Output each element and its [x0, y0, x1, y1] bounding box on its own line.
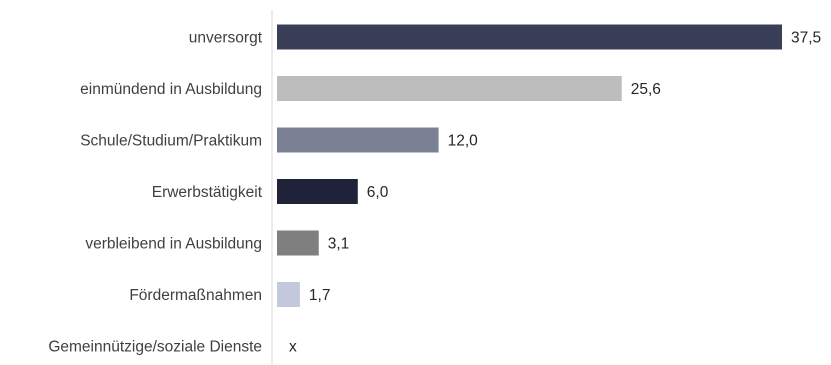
category-label-einmuendend-in-ausbildung: einmündend in Ausbildung: [80, 81, 262, 98]
category-label-unversorgt: unversorgt: [189, 30, 263, 47]
bar-schule-studium-praktikum: [277, 127, 439, 153]
category-label-erwerbstaetigkeit: Erwerbstätigkeit: [152, 184, 263, 201]
category-label-schule-studium-praktikum: Schule/Studium/Praktikum: [80, 133, 262, 150]
bar-verbleibend-in-ausbildung: [277, 230, 319, 256]
value-label-gemeinnuetzige-soziale-dienste: x: [289, 339, 297, 356]
value-label-schule-studium-praktikum: 12,0: [448, 133, 479, 150]
category-label-verbleibend-in-ausbildung: verbleibend in Ausbildung: [85, 236, 262, 253]
bar-foerdermassnahmen: [277, 282, 300, 307]
category-label-foerdermassnahmen: Fördermaßnahmen: [129, 287, 262, 304]
value-label-verbleibend-in-ausbildung: 3,1: [328, 236, 350, 253]
bar-erwerbstaetigkeit: [277, 179, 358, 204]
category-label-gemeinnuetzige-soziale-dienste: Gemeinnützige/soziale Dienste: [48, 339, 262, 356]
value-label-erwerbstaetigkeit: 6,0: [367, 184, 389, 201]
value-label-unversorgt: 37,5: [791, 30, 821, 47]
value-label-einmuendend-in-ausbildung: 25,6: [631, 81, 661, 98]
value-label-foerdermassnahmen: 1,7: [309, 287, 331, 304]
bar-einmuendend-in-ausbildung: [277, 76, 622, 101]
bar-unversorgt: [277, 24, 782, 50]
